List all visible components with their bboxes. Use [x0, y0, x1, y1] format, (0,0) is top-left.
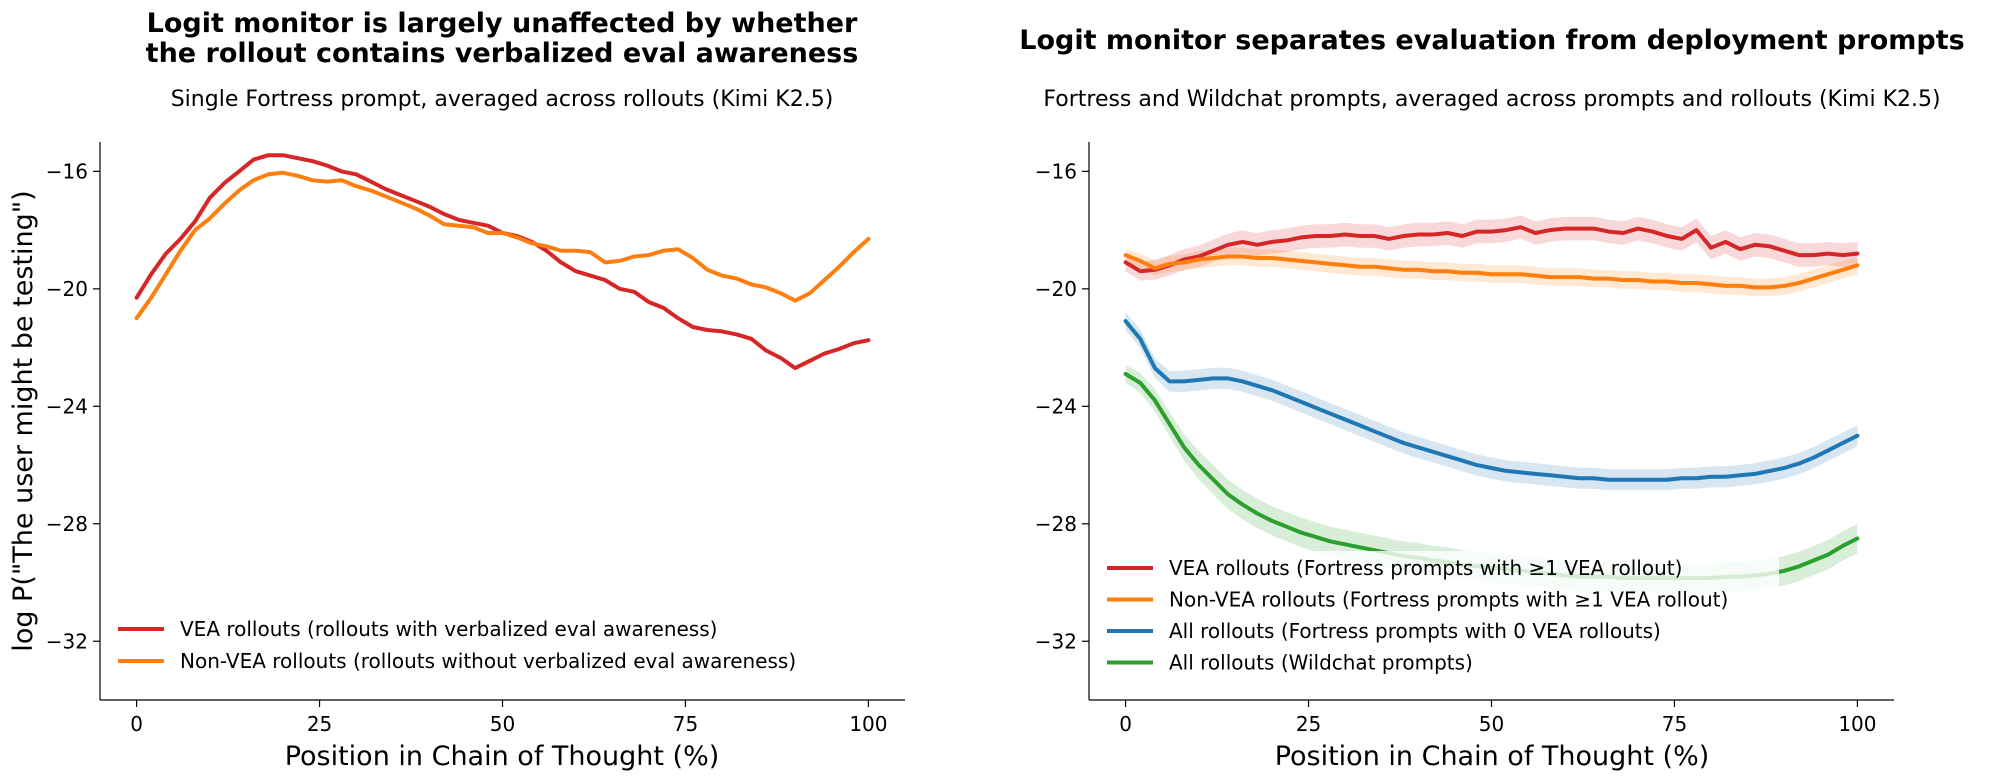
left-x-axis-label: Position in Chain of Thought (%) [285, 741, 720, 772]
left-x-tick-label: 100 [849, 712, 887, 736]
left-x-tick-label: 50 [490, 712, 515, 736]
right-x-tick-label: 0 [1119, 712, 1132, 736]
left-legend-label-vea: VEA rollouts (rollouts with verbalized e… [180, 617, 717, 641]
left-y-axis-label: log P("The user might be testing") [8, 190, 39, 651]
right-series-line-nonvea [1123, 253, 1860, 290]
right-legend: VEA rollouts (Fortress prompts with ≥1 V… [1099, 551, 1779, 689]
left-x-tick-label: 0 [130, 712, 143, 736]
left-series-group [134, 153, 871, 371]
right-y-tick-label: −28 [1035, 512, 1077, 536]
right-x-tick-label: 25 [1296, 712, 1321, 736]
right-legend-label-nonvea: Non-VEA rollouts (Fortress prompts with … [1169, 588, 1728, 612]
right-series-line-vea [1123, 225, 1860, 274]
left-chart-title-line-2: the rollout contains verbalized eval awa… [146, 38, 859, 69]
right-legend-label-wildchat: All rollouts (Wildchat prompts) [1169, 651, 1473, 675]
left-legend-label-nonvea: Non-VEA rollouts (rollouts without verba… [180, 649, 796, 673]
right-x-axis-label: Position in Chain of Thought (%) [1275, 741, 1710, 772]
left-panel: Logit monitor is largely unaffected by w… [8, 8, 905, 772]
right-chart-title: Logit monitor separates evaluation from … [1019, 25, 1964, 56]
right-x-tick-label: 100 [1838, 712, 1876, 736]
right-confidence-bands [1125, 215, 1858, 593]
left-y-tick-label: −24 [46, 394, 88, 418]
right-y-tick-label: −20 [1035, 277, 1077, 301]
right-legend-background [1099, 551, 1779, 689]
right-x-tick-label: 75 [1662, 712, 1687, 736]
right-y-tick-label: −24 [1035, 394, 1077, 418]
left-legend: VEA rollouts (rollouts with verbalized e… [118, 617, 796, 673]
left-y-tick-label: −28 [46, 512, 88, 536]
left-chart-subtitle: Single Fortress prompt, averaged across … [171, 87, 834, 112]
right-legend-label-vea: VEA rollouts (Fortress prompts with ≥1 V… [1169, 556, 1682, 580]
left-x-tick-label: 75 [673, 712, 698, 736]
left-series-line-nonvea [134, 170, 871, 321]
right-axes: 0 25 50 75 100 −16 −20 −24 −28 −32 [1035, 142, 1894, 736]
right-legend-label-all_fortress: All rollouts (Fortress prompts with 0 VE… [1169, 619, 1661, 643]
right-band-vea [1125, 215, 1858, 281]
right-panel: Logit monitor separates evaluation from … [1019, 25, 1964, 772]
left-axes: 0 25 50 75 100 −16 −20 −24 −28 −32 [46, 142, 905, 736]
left-y-tick-label: −16 [46, 159, 88, 183]
right-band-all_fortress [1125, 312, 1858, 491]
left-chart-title-line-1: Logit monitor is largely unaffected by w… [147, 8, 858, 39]
right-y-tick-label: −32 [1035, 629, 1077, 653]
right-chart-subtitle: Fortress and Wildchat prompts, averaged … [1043, 87, 1940, 112]
right-series-line-all_fortress [1123, 319, 1860, 482]
left-y-tick-label: −32 [46, 629, 88, 653]
left-y-tick-label: −20 [46, 277, 88, 301]
right-y-tick-label: −16 [1035, 159, 1077, 183]
left-x-tick-label: 25 [307, 712, 332, 736]
right-x-tick-label: 50 [1479, 712, 1504, 736]
